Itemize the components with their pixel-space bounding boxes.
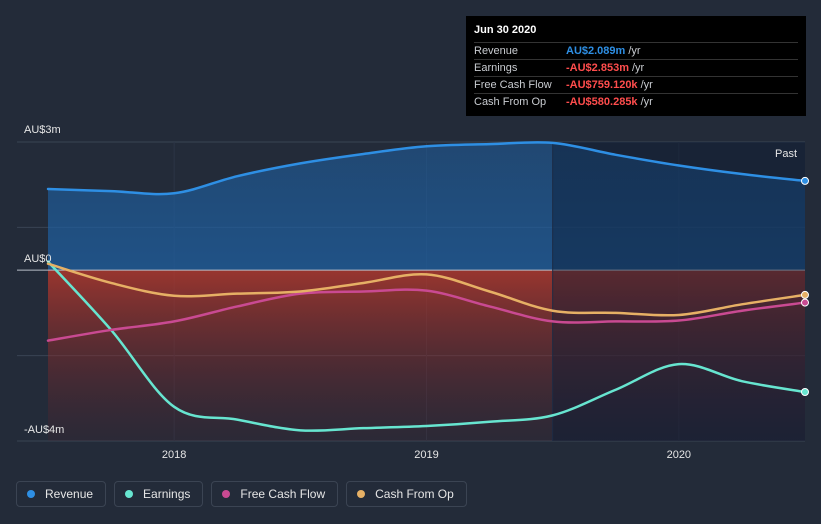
free-cash-flow-line: [46, 288, 807, 342]
revenue-line: [46, 140, 807, 196]
y-tick-label-zero: AU$0: [24, 253, 52, 265]
legend-item-earnings[interactable]: Earnings: [114, 481, 204, 507]
free-cash-flow-endpoint[interactable]: [801, 298, 809, 307]
earnings-line: [46, 260, 807, 432]
axis-labels: AU$3m AU$0 -AU$4m 2018 2019 2020 Past: [24, 124, 797, 461]
legend-label: Cash From Op: [375, 487, 454, 501]
tooltip-row: Earnings -AU$2.853m/yr: [474, 59, 798, 76]
cash-from-op-line: [46, 262, 807, 317]
tooltip-row-unit: /yr: [631, 62, 645, 74]
legend-item-free-cash-flow[interactable]: Free Cash Flow: [211, 481, 339, 507]
legend-dot-icon: [125, 490, 134, 498]
tooltip-row-unit: /yr: [640, 96, 653, 108]
earnings-endpoint[interactable]: [801, 388, 809, 397]
area-fills: [17, 142, 805, 441]
negative-area: [48, 270, 805, 441]
tooltip-row-unit: /yr: [640, 79, 653, 91]
tooltip-row: Free Cash Flow -AU$759.120k/yr: [474, 76, 798, 93]
tooltip-row-value: -AU$759.120k: [566, 79, 638, 91]
tooltip-row-label: Revenue: [474, 45, 519, 57]
cash-from-op-endpoint[interactable]: [801, 290, 809, 299]
x-tick-label: 2019: [414, 449, 438, 461]
legend-dot-icon: [27, 490, 35, 498]
tooltip-row-value: -AU$580.285k: [566, 96, 638, 108]
revenue-endpoint[interactable]: [801, 176, 809, 185]
legend-dot-icon: [357, 490, 366, 498]
tooltip-row-value: AU$2.089m: [566, 45, 626, 57]
tooltip-row: Revenue AU$2.089m/yr: [474, 42, 798, 59]
legend-label: Revenue: [45, 487, 94, 501]
x-tick-label: 2020: [667, 449, 691, 461]
series-lines: [46, 140, 809, 432]
tooltip-row-label: Cash From Op: [474, 96, 547, 108]
past-region: [552, 142, 805, 441]
tooltip-row-label: Free Cash Flow: [474, 79, 552, 91]
tooltip-row: Cash From Op -AU$580.285k/yr: [474, 93, 798, 110]
revenue-area: [48, 142, 805, 271]
legend: Revenue Earnings Free Cash Flow Cash From O…: [16, 481, 467, 507]
legend-item-revenue[interactable]: Revenue: [16, 481, 107, 507]
y-tick-label-bottom: -AU$4m: [24, 424, 64, 436]
past-label: Past: [775, 148, 797, 160]
tooltip-row-unit: /yr: [628, 45, 641, 57]
tooltip-row-label: Earnings: [474, 62, 518, 74]
legend-dot-icon: [222, 490, 231, 498]
tooltip-date: Jun 30 2020: [474, 24, 537, 36]
legend-label: Free Cash Flow: [240, 487, 326, 501]
legend-item-cash-from-op[interactable]: Cash From Op: [346, 481, 467, 507]
chart: AU$3m AU$0 -AU$4m 2018 2019 2020 Past: [17, 124, 809, 461]
past-shade: [552, 142, 805, 441]
y-tick-label-top: AU$3m: [24, 124, 61, 136]
legend-label: Earnings: [143, 487, 191, 501]
tooltip-rows: Revenue AU$2.089m/yr Earnings -AU$2.853m/yr…: [474, 42, 798, 110]
tooltip: Jun 30 2020 Revenue AU$2.089m/yr Earnings -…: [466, 16, 806, 116]
x-tick-label: 2018: [162, 449, 186, 461]
tooltip-row-value: -AU$2.853m: [566, 62, 629, 74]
